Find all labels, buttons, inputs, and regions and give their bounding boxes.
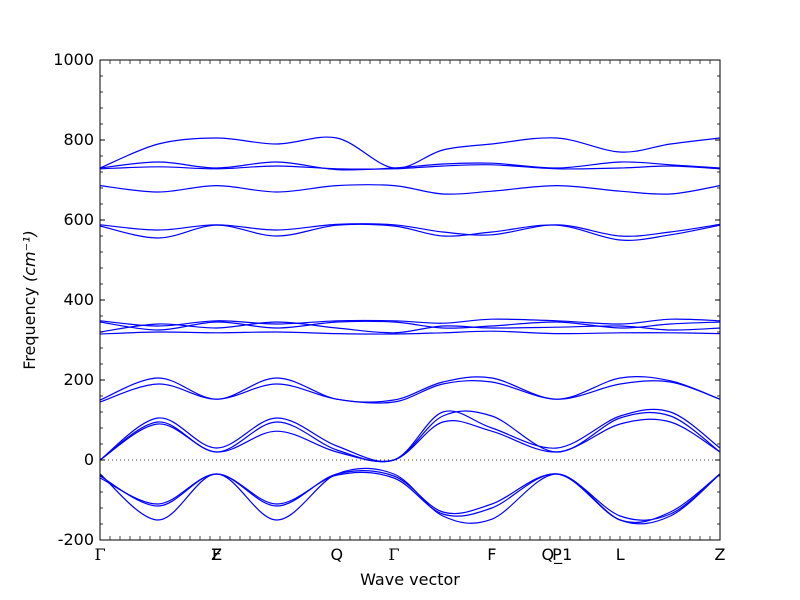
x-tick-label: F — [212, 545, 221, 564]
x-axis-label: Wave vector — [360, 570, 460, 589]
band-line-12 — [99, 380, 721, 404]
y-tick-label: 400 — [63, 290, 94, 309]
band-line-18 — [99, 467, 721, 525]
plot-background — [100, 60, 720, 540]
y-tick-label: 200 — [63, 370, 94, 389]
x-tick-label: L — [616, 545, 625, 564]
band-line-10 — [99, 330, 721, 335]
band-lines — [99, 136, 721, 525]
band-line-1 — [99, 136, 721, 169]
x-tick-label: F — [487, 545, 496, 564]
y-tick-label: 800 — [63, 130, 94, 149]
band-line-4 — [99, 184, 721, 195]
y-tick-label: 600 — [63, 210, 94, 229]
x-tick-label: Z — [715, 545, 726, 564]
band-line-6 — [99, 223, 721, 237]
y-axis-label-text: Frequency — [20, 287, 39, 370]
x-axis-ticks: Γ ZF Q Γ F PQ_1 L Z — [94, 60, 726, 565]
band-line-8 — [99, 320, 721, 331]
y-tick-label: 1000 — [53, 50, 94, 69]
x-tick-label: Q_1 — [542, 545, 573, 565]
band-line-3 — [99, 164, 721, 170]
band-line-2 — [99, 161, 721, 171]
y-tick-label: -200 — [58, 530, 94, 549]
band-line-9 — [99, 321, 721, 334]
y-tick-label: 0 — [84, 450, 94, 469]
band-line-7 — [99, 318, 721, 327]
band-line-15 — [99, 418, 721, 463]
x-tick-label: Γ — [388, 545, 399, 564]
x-tick-label: Z — [211, 545, 222, 564]
band-line-13 — [99, 408, 721, 462]
y-axis-label-unit: (cm⁻¹) — [20, 230, 39, 282]
y-axis-ticks: -200 0 200 400 600 800 1000 — [53, 50, 720, 549]
x-tick-label: P — [552, 545, 562, 564]
x-tick-label: Q — [331, 545, 344, 564]
x-tick-label: Γ — [94, 545, 105, 564]
y-axis-label: Frequency (cm⁻¹) — [20, 230, 39, 369]
